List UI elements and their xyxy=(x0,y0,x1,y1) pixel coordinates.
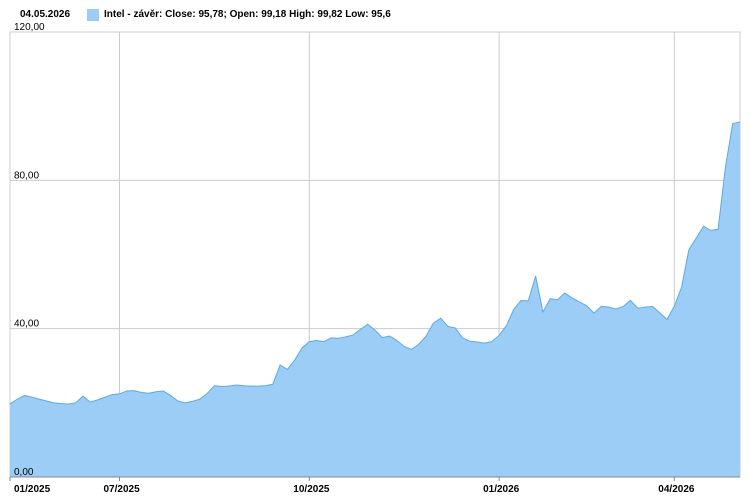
area-line xyxy=(9,121,741,405)
y-tick-label: 0,00 xyxy=(14,467,34,478)
x-tick-label: 04/2026 xyxy=(658,484,695,495)
x-tick-label: 10/2025 xyxy=(293,484,330,495)
legend-label: Intel - závěr: Close: 95,78; Open: 99,18… xyxy=(104,9,391,20)
plot-area: 0,00 40,00 80,00 120,00 01/2025 07/2025 10/202… xyxy=(9,22,741,495)
legend-swatch xyxy=(87,9,99,21)
x-tick-label: 07/2025 xyxy=(104,484,141,495)
y-tick-label: 120,00 xyxy=(14,22,45,33)
x-tick-label: 01/2025 xyxy=(14,484,51,495)
y-tick-label: 40,00 xyxy=(14,319,39,330)
date-label: 04.05.2026 xyxy=(20,9,70,20)
x-tick-label: 01/2026 xyxy=(483,484,520,495)
y-tick-label: 80,00 xyxy=(14,170,39,181)
area xyxy=(10,121,740,478)
